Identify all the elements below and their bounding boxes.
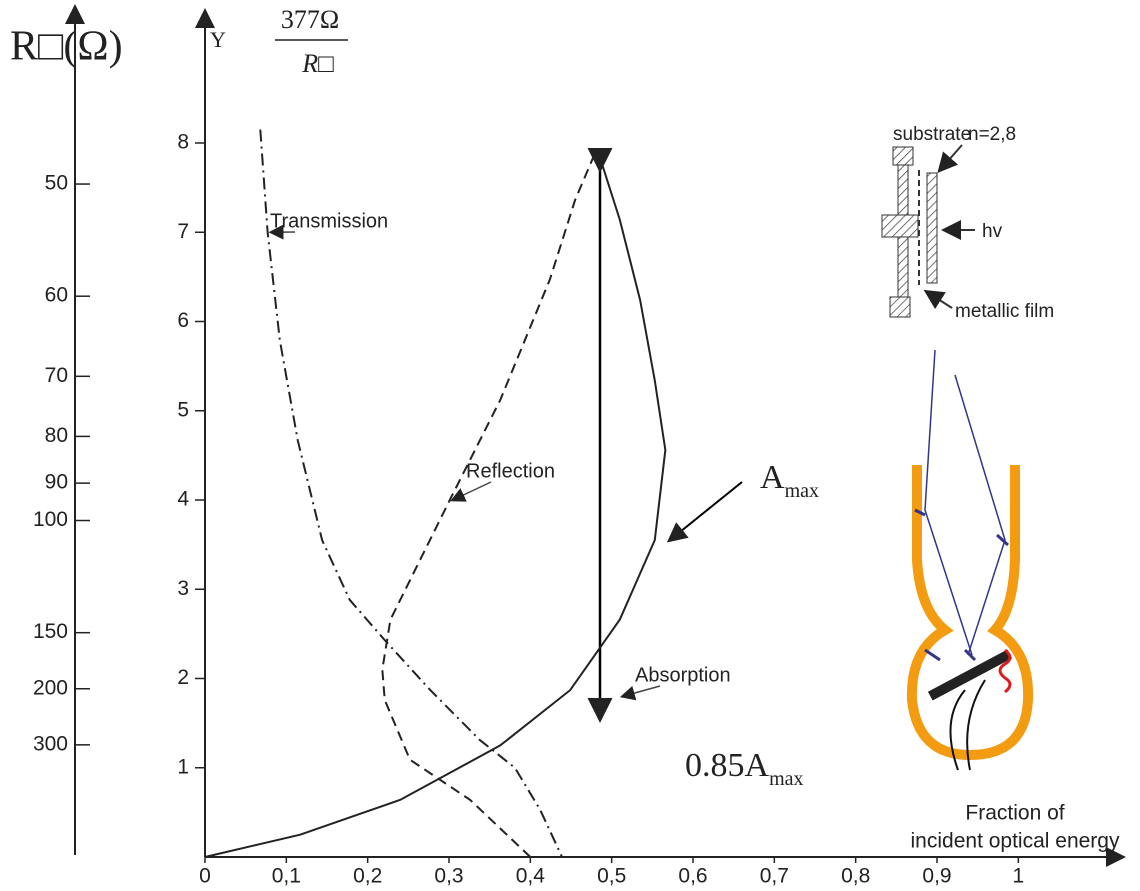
y2-tick-label: 150: [33, 620, 68, 643]
x-tick-label: 0,9: [922, 865, 951, 888]
y2-axis-label: R□(Ω): [10, 24, 123, 70]
x-tick-label: 0,2: [353, 865, 382, 888]
y2-tick-label: 300: [33, 732, 68, 755]
series-label: Transmission: [270, 210, 388, 232]
x-tick-label: 0,8: [841, 865, 870, 888]
series-label: Reflection: [466, 460, 555, 482]
annotation-sub: max: [769, 768, 803, 790]
y-axis-label: Y: [210, 27, 226, 52]
y-tick-label: 4: [177, 488, 189, 511]
x-tick-label: 0,5: [597, 865, 626, 888]
series-label: Absorption: [635, 664, 731, 686]
y-label-denominator: R□: [301, 49, 334, 78]
substrate-inset: [881, 144, 975, 318]
y-tick-label: 1: [177, 755, 189, 778]
y-tick-label: 8: [177, 131, 189, 154]
series-label-pointer: [450, 481, 492, 502]
inset-label: metallic film: [955, 301, 1054, 322]
y-tick-label: 2: [177, 666, 189, 689]
y-tick-label: 5: [177, 398, 189, 421]
x-tick-label: 0,3: [434, 865, 463, 888]
x-tick-label: 0,4: [516, 865, 546, 888]
y2-tick-label: 50: [45, 172, 68, 195]
series-label-pointer: [619, 685, 661, 701]
amax-pointer: [666, 481, 743, 543]
series-line: [204, 148, 667, 858]
x-axis-label: incident optical energy: [911, 830, 1120, 853]
inset-label: n=2,8: [968, 124, 1016, 145]
annotation: Amax: [760, 459, 819, 502]
annotation-text: A: [760, 459, 785, 496]
series-line: [381, 147, 598, 858]
y-tick-label: 3: [177, 577, 189, 600]
y2-tick-label: 60: [45, 284, 68, 307]
y2-tick-label: 100: [33, 508, 68, 531]
y-tick-label: 7: [177, 220, 189, 243]
x-tick-label: 0,1: [272, 865, 301, 888]
y2-tick-label: 90: [45, 471, 68, 494]
x-tick-label: 0,7: [760, 865, 789, 888]
y2-tick-label: 80: [45, 424, 68, 447]
bulb-illustration: [906, 349, 1034, 771]
annotation: 0.85Amax: [685, 747, 804, 790]
y-label-numerator: 377Ω: [281, 5, 339, 34]
x-tick-label: 1: [1012, 865, 1024, 888]
inset-label: substrate: [893, 124, 971, 145]
inset-label: hv: [982, 221, 1003, 242]
y2-tick-label: 70: [45, 364, 68, 387]
x-tick-label: 0,6: [678, 865, 707, 888]
annotation-sub: max: [785, 480, 819, 502]
y-tick-label: 6: [177, 309, 189, 332]
series-line: [259, 129, 563, 858]
x-axis-label: Fraction of: [965, 802, 1064, 825]
y2-tick-label: 200: [33, 676, 68, 699]
annotation-text: 0.85A: [685, 747, 770, 784]
x-tick-label: 0: [199, 865, 211, 888]
